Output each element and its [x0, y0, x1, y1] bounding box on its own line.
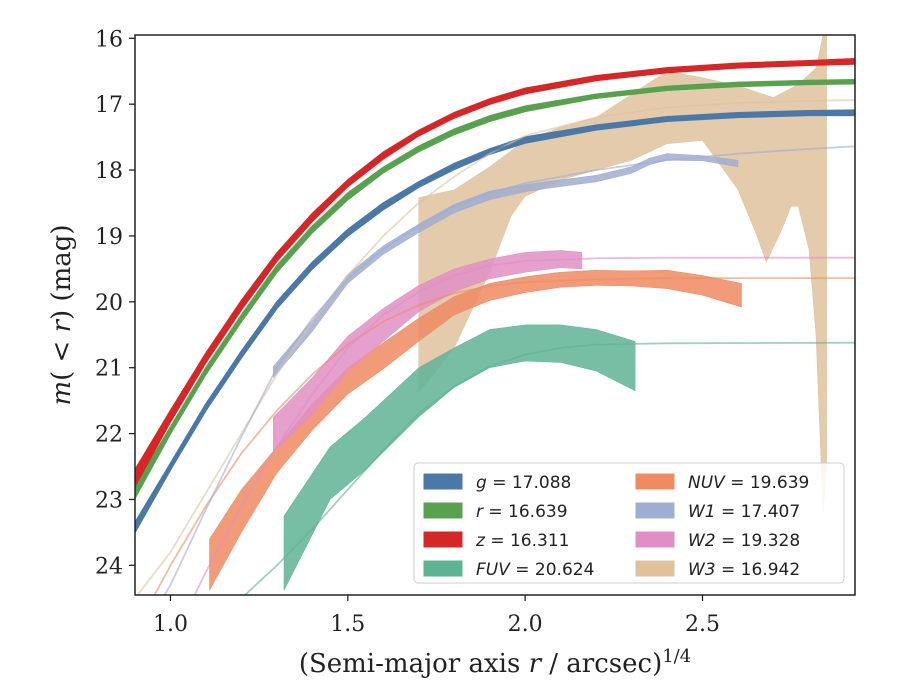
model-curve-w1 — [163, 145, 855, 595]
data-band-g — [135, 109, 855, 534]
legend-label: g = 17.088 — [476, 473, 571, 493]
model-curve-w2 — [193, 256, 855, 595]
legend-label: W3 = 16.942 — [688, 560, 800, 580]
legend-item-fuv: FUV = 20.624 — [423, 560, 594, 580]
data-band-fuv — [283, 324, 636, 591]
y-tick-label: 17 — [95, 93, 123, 118]
legend-swatch — [423, 502, 463, 519]
legend-label: NUV = 19.639 — [688, 473, 809, 493]
legend-item-r: r = 16.639 — [423, 502, 568, 522]
y-axis-label: m( < r) (mag) — [47, 224, 77, 405]
model-curve-r — [135, 81, 855, 494]
data-band-nuv — [209, 269, 742, 591]
y-tick-label: 22 — [95, 423, 123, 448]
x-tick-label: 1.5 — [330, 612, 365, 637]
data-band-w2 — [273, 250, 583, 453]
y-tick-label: 21 — [95, 357, 123, 382]
legend-swatch — [423, 531, 463, 548]
plot-frame — [134, 34, 856, 596]
legend: g = 17.088 r = 16.639 z = 16.311 FUV = 20.6… — [413, 462, 845, 584]
legend-swatch — [635, 560, 675, 577]
x-axis-label: (Semi-major axis r / arcsec)1/4 — [299, 646, 691, 679]
y-tick-label: 18 — [95, 159, 123, 184]
legend-label: W2 = 19.328 — [688, 531, 800, 551]
data-band-w1 — [273, 153, 739, 379]
legend-box — [413, 462, 845, 584]
model-curve-w3 — [136, 99, 855, 595]
legend-item-w3: W3 = 16.942 — [635, 560, 800, 580]
legend-swatch — [635, 531, 675, 548]
legend-swatch — [423, 473, 463, 490]
y-tick-label: 20 — [95, 291, 123, 316]
data-band-r — [135, 79, 855, 499]
model-curves — [135, 60, 855, 595]
legend-swatch — [423, 560, 463, 577]
legend-item-g: g = 17.088 — [423, 473, 571, 493]
legend-label: FUV = 20.624 — [476, 560, 594, 580]
legend-label: z = 16.311 — [475, 531, 569, 551]
legend-item-w2: W2 = 19.328 — [635, 531, 800, 551]
legend-item-z: z = 16.311 — [423, 531, 569, 551]
legend-swatch — [635, 473, 675, 490]
axis-ticks: 1.0 1.5 2.0 2.5 16 17 18 19 20 21 22 23 24 — [95, 27, 720, 637]
x-tick-label: 2.0 — [508, 612, 543, 637]
legend-swatch — [635, 502, 675, 519]
y-tick-label: 19 — [95, 225, 123, 250]
x-tick-label: 2.5 — [685, 612, 720, 637]
model-curve-nuv — [153, 277, 855, 595]
x-tick-label: 1.0 — [153, 612, 188, 637]
legend-item-nuv: NUV = 19.639 — [635, 473, 809, 493]
legend-label: r = 16.639 — [476, 502, 568, 522]
y-tick-label: 24 — [95, 554, 123, 579]
y-tick-label: 16 — [95, 27, 123, 52]
model-curve-g — [135, 111, 855, 530]
legend-item-w1: W1 = 17.407 — [635, 502, 800, 522]
data-band-z — [135, 57, 855, 487]
model-curve-z — [135, 60, 855, 481]
legend-label: W1 = 17.407 — [688, 502, 800, 522]
y-tick-label: 23 — [95, 488, 123, 513]
model-curve-fuv — [243, 341, 855, 595]
